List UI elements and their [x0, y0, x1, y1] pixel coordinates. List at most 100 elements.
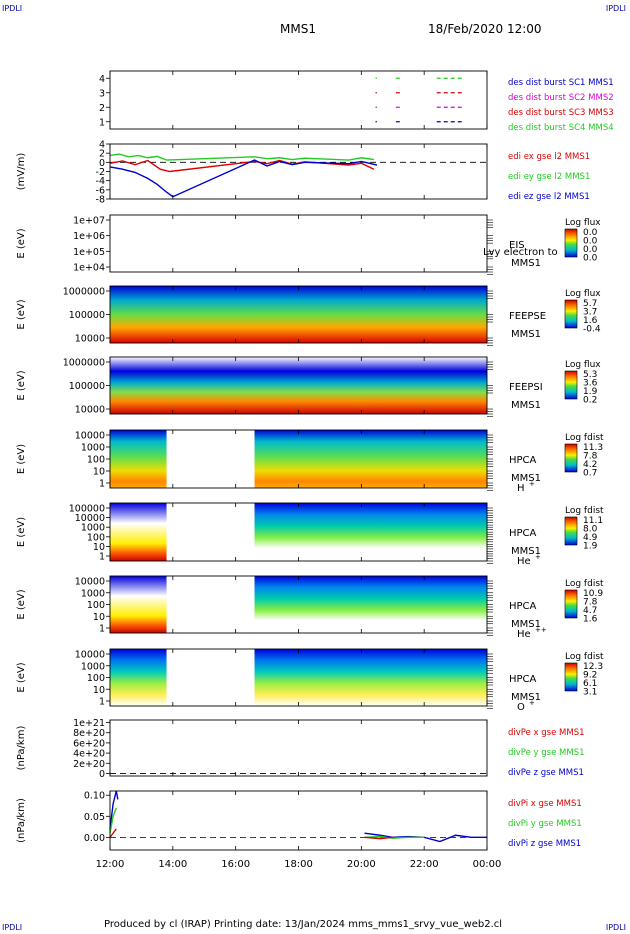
y-axis-label: (nPa/km)	[16, 726, 27, 771]
colorbar-value: 12.3	[583, 662, 603, 672]
colorbar	[564, 443, 578, 473]
colorbar	[564, 516, 578, 546]
y-tick-label: 1	[99, 117, 105, 128]
y-tick-label: 0.05	[84, 812, 105, 823]
y-tick-label: 10000	[75, 513, 105, 524]
y-tick-label: 4	[99, 74, 105, 85]
y-tick-label: 100	[87, 673, 105, 684]
colorbar-value: 0.7	[583, 469, 597, 479]
panel-divpi: divPi x gse MMS1 divPi y gse MMS1 divPi z …	[16, 790, 582, 851]
legend-entry: divPi y gse MMS1	[508, 819, 582, 829]
series-line	[109, 159, 378, 198]
instrument-label: HPCA	[509, 601, 537, 612]
legend-entry: des dist burst SC3 MMS3	[508, 108, 614, 118]
x-tick-label: 22:00	[410, 859, 439, 870]
y-tick-label: 1	[99, 697, 105, 708]
spacecraft-label: MMS1	[511, 546, 541, 557]
y-tick-label: 4e+20	[73, 749, 105, 760]
colorbar-title: Log fdist	[565, 433, 604, 443]
y-tick-label: 1	[99, 479, 105, 490]
colorbar-value: 1.6	[583, 615, 598, 625]
y-tick-label: 100000	[69, 381, 105, 392]
corner-label-top-right: IPDLI	[605, 4, 626, 13]
colorbar-value: 6.1	[583, 679, 597, 689]
y-tick-label: 0.10	[84, 791, 105, 802]
corner-label-bottom-left: IPDLI	[2, 923, 23, 932]
y-axis-label: (nPa/km)	[16, 798, 27, 843]
colorbar-title: Log fdist	[565, 652, 604, 662]
colorbar-value: 5.7	[583, 299, 597, 309]
overlay-label: Lvy electron to	[483, 247, 558, 258]
panel-divpe: divPe x gse MMS1 divPe y gse MMS1 divPe z …	[16, 718, 585, 780]
colorbar-value: 4.7	[583, 606, 597, 616]
y-tick-label: 10000	[75, 650, 105, 661]
legend-entry: divPe x gse MMS1	[508, 728, 585, 738]
y-tick-label: 1e+07	[73, 216, 105, 227]
series-line	[364, 835, 425, 839]
y-tick-label: 1e+05	[73, 247, 105, 258]
colorbar	[564, 662, 578, 692]
y-tick-label: 1e+06	[73, 231, 105, 242]
y-tick-label: 1e+04	[73, 263, 105, 274]
spacecraft-label: MMS1	[511, 329, 541, 340]
heatmap-cell	[110, 649, 167, 706]
y-axis-label: E (eV)	[16, 517, 27, 547]
y-tick-label: 10000	[75, 334, 105, 345]
colorbar	[564, 299, 578, 329]
y-tick-label: 1000	[81, 661, 105, 672]
spacecraft-label: MMS1	[511, 473, 541, 484]
footer-text: Produced by cl (IRAP) Printing date: 13/…	[104, 919, 503, 930]
spacecraft-label: MMS1	[511, 692, 541, 703]
spacecraft-title: MMS1	[280, 22, 316, 36]
y-axis-label: E (eV)	[16, 662, 27, 692]
colorbar-value: 0.0	[583, 254, 598, 264]
x-tick-label: 12:00	[96, 859, 125, 870]
y-axis-label: E (eV)	[16, 228, 27, 258]
x-tick-label: 14:00	[158, 859, 187, 870]
colorbar	[564, 228, 578, 258]
instrument-label: FEEPSE	[509, 311, 546, 322]
spacecraft-label: MMS1	[511, 258, 541, 269]
y-tick-label: 1000000	[63, 287, 105, 298]
y-tick-label: 1e+21	[73, 718, 105, 729]
panel-edi: edi ex gse l2 MMS1 edi ey gse l2 MMS1 edi …	[16, 140, 590, 206]
species-label: He	[517, 556, 531, 567]
corner-label-top-left: IPDLI	[2, 4, 23, 13]
y-tick-label: 1000	[81, 443, 105, 454]
y-tick-label: 2e+20	[73, 759, 105, 770]
y-tick-label: 100000	[69, 310, 105, 321]
y-axis-label: (mV/m)	[16, 153, 27, 191]
instrument-label: HPCA	[509, 528, 537, 539]
panel-frame	[109, 143, 488, 200]
y-tick-label: 2	[99, 149, 105, 160]
corner-label-bottom-right: IPDLI	[605, 923, 626, 932]
panel-frame	[109, 70, 488, 130]
species-charge: +	[529, 480, 535, 488]
instrument-label: FEEPSI	[509, 382, 543, 393]
y-tick-label: -6	[96, 185, 105, 196]
instrument-label: HPCA	[509, 674, 537, 685]
legend-entry: divPe y gse MMS1	[508, 748, 585, 758]
colorbar-value: 0.2	[583, 396, 597, 406]
y-axis-label: E (eV)	[16, 370, 27, 400]
y-tick-label: 100000	[69, 504, 105, 515]
legend-entry: edi ex gse l2 MMS1	[508, 152, 590, 162]
species-label: H	[517, 483, 525, 494]
species-charge: ++	[535, 626, 547, 634]
y-tick-label: 100	[87, 455, 105, 466]
colorbar-value: 0.0	[583, 245, 598, 255]
y-axis-label: E (eV)	[16, 444, 27, 474]
species-charge: +	[529, 699, 535, 707]
y-tick-label: 1	[99, 624, 105, 635]
colorbar-value: 1.9	[583, 387, 598, 397]
legend-entry: divPe z gse MMS1	[508, 768, 584, 778]
y-tick-label: 1000	[81, 588, 105, 599]
species-charge: +	[535, 553, 541, 561]
